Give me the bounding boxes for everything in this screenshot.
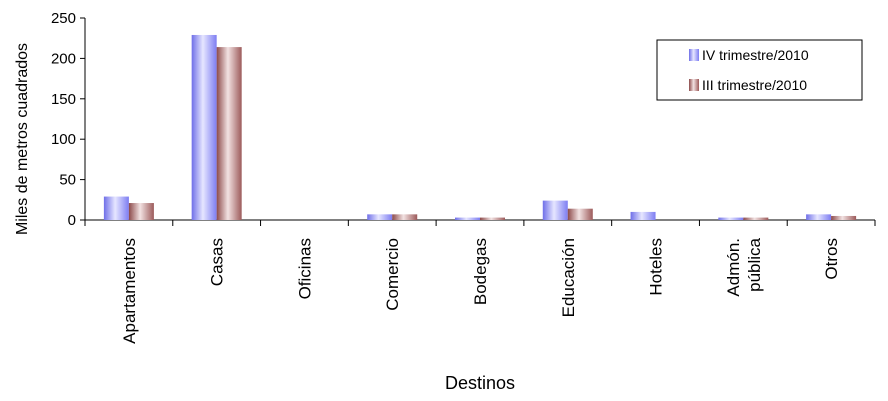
y-tick-label-0: 0 — [68, 212, 76, 229]
x-tick-label-6: Hoteles — [647, 238, 666, 296]
bar-iii-0 — [128, 203, 154, 220]
x-axis-title: Destinos — [445, 373, 515, 393]
bar-iii-1 — [216, 47, 242, 221]
x-tick-label-4: Bodegas — [471, 238, 490, 305]
y-tick-label-150: 150 — [51, 91, 76, 108]
bar-iii-8 — [831, 215, 857, 220]
bar-iii-7 — [743, 217, 769, 220]
bar-iii-3 — [392, 214, 418, 220]
legend-swatch-1 — [689, 79, 699, 91]
x-tick-label-2: Oficinas — [295, 238, 314, 299]
x-tick-label-group-2: Oficinas — [295, 238, 314, 299]
bar-iv-8 — [806, 214, 832, 220]
bar-iv-7 — [718, 217, 744, 220]
bar-iv-1 — [191, 34, 217, 220]
y-axis-title: Miles de metros cuadrados — [14, 43, 31, 235]
legend-label-0: IV trimestre/2010 — [702, 47, 809, 63]
bar-iv-0 — [103, 196, 129, 220]
x-tick-label-group-4: Bodegas — [471, 238, 490, 305]
x-tick-label-1: Casas — [208, 238, 227, 286]
y-tick-label-200: 200 — [51, 50, 76, 67]
x-tick-label-group-0: Apartamentos — [120, 238, 139, 344]
x-tick-label-3: Comercio — [383, 238, 402, 311]
legend-swatch-0 — [689, 49, 699, 61]
x-tick-label-7-0: Admón. — [724, 238, 743, 297]
bar-iii-4 — [480, 217, 505, 220]
x-tick-label-0: Apartamentos — [120, 238, 139, 344]
x-tick-label-8: Otros — [822, 238, 841, 280]
y-tick-label-250: 250 — [51, 10, 76, 27]
y-tick-label-50: 50 — [59, 172, 76, 189]
x-tick-label-group-1: Casas — [208, 238, 227, 286]
bar-iii-5 — [567, 208, 593, 220]
y-tick-label-100: 100 — [51, 131, 76, 148]
x-tick-label-group-7: Admón. pública — [724, 237, 764, 296]
x-tick-label-group-3: Comercio — [383, 238, 402, 311]
bar-iv-5 — [542, 200, 568, 220]
bar-iv-6 — [630, 211, 656, 220]
x-tick-label-group-8: Otros — [822, 238, 841, 280]
x-tick-label-5: Educación — [559, 238, 578, 317]
legend-label-1: III trimestre/2010 — [702, 77, 807, 93]
bar-iv-4 — [455, 217, 480, 220]
x-tick-label-7-1: pública — [745, 237, 764, 291]
x-tick-label-group-5: Educación — [559, 238, 578, 317]
x-tick-label-group-6: Hoteles — [647, 238, 666, 296]
bar-iv-3 — [367, 214, 393, 220]
